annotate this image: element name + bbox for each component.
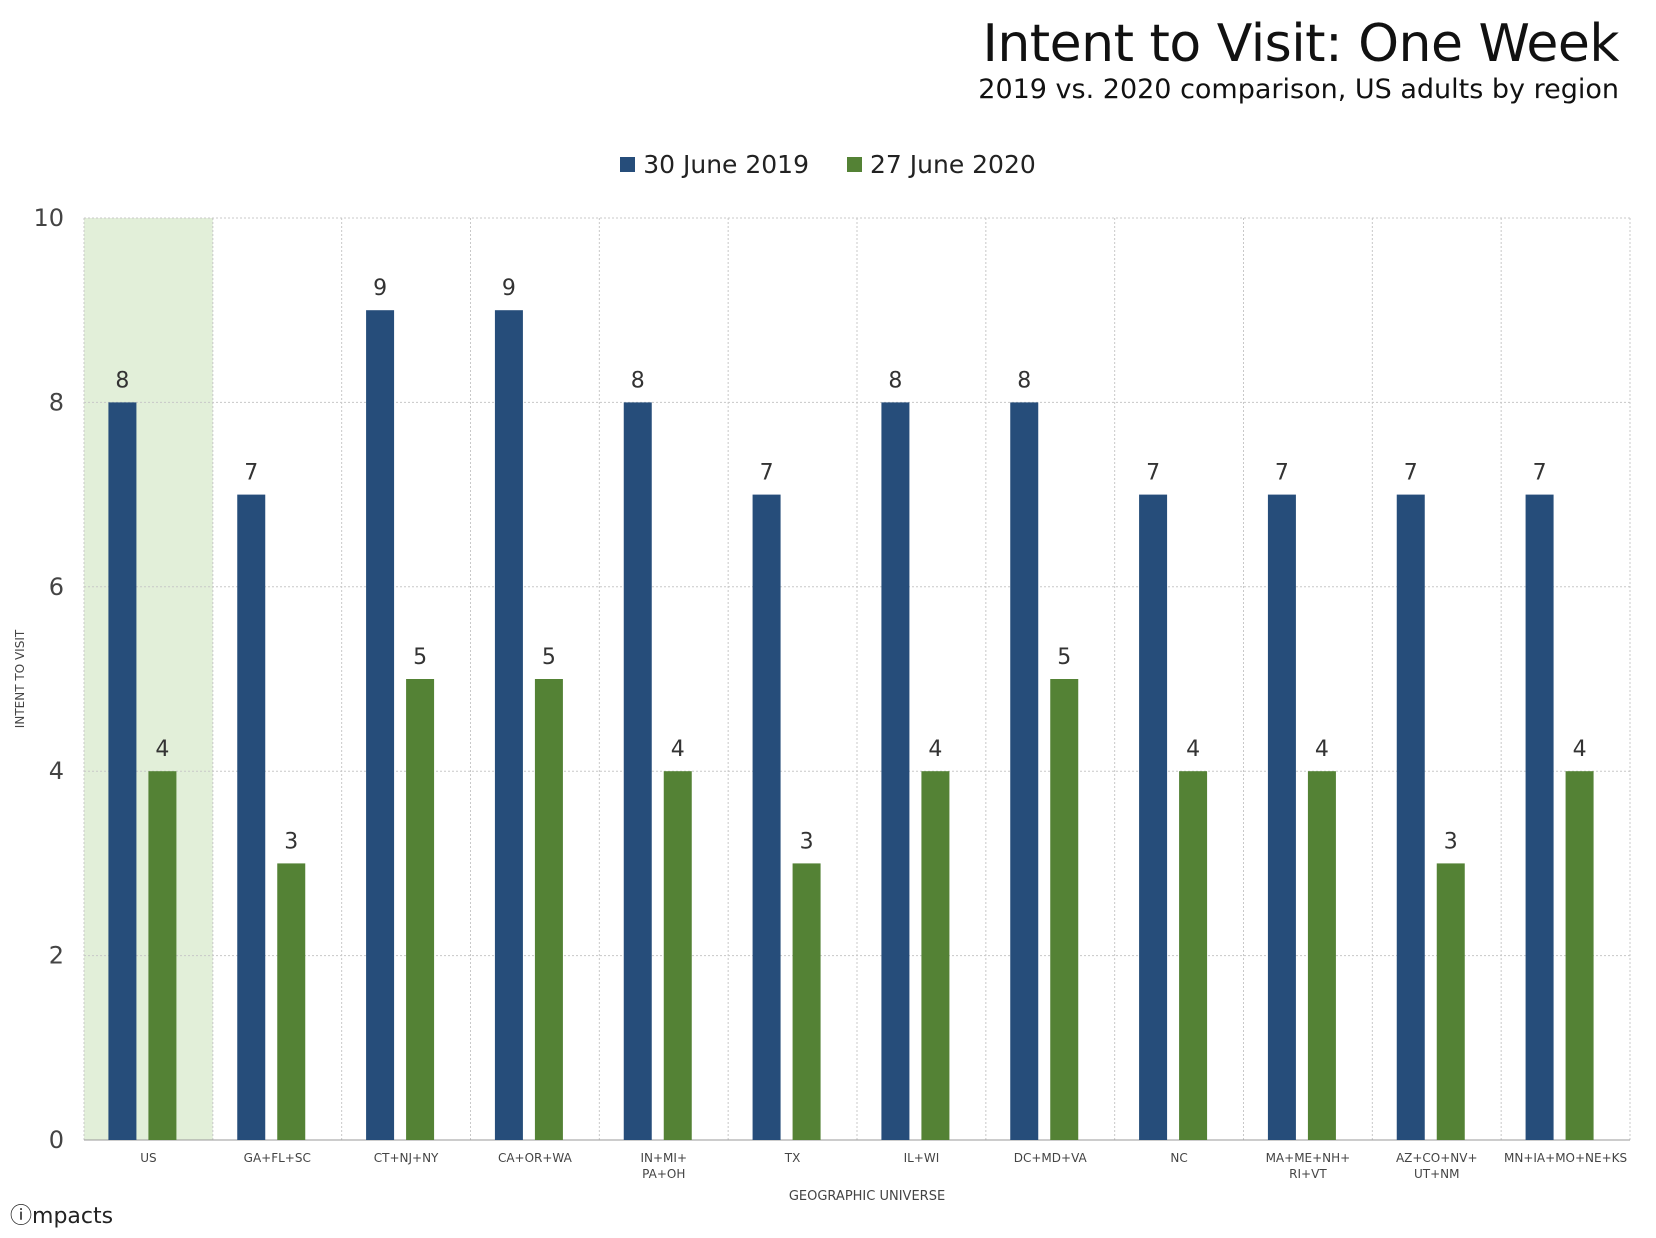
x-tick-label: AZ+CO+NV+	[1396, 1151, 1478, 1165]
data-label: 7	[1533, 461, 1547, 486]
bar	[1396, 494, 1425, 1141]
x-tick-label: US	[140, 1151, 156, 1165]
data-label: 4	[928, 737, 942, 762]
data-label: 4	[155, 737, 169, 762]
data-label: 7	[1275, 461, 1289, 486]
x-tick-label: UT+NM	[1414, 1167, 1460, 1181]
y-tick-label: 4	[49, 757, 64, 785]
data-label: 3	[1444, 829, 1458, 854]
y-tick-label: 10	[33, 204, 64, 232]
x-tick-label: PA+OH	[642, 1167, 685, 1181]
bar	[881, 402, 910, 1140]
x-tick-label: MN+IA+MO+NE+KS	[1504, 1151, 1627, 1165]
data-label: 4	[1315, 737, 1329, 762]
legend-item-2020: 27 June 2020	[847, 150, 1036, 179]
x-tick-label: MA+ME+NH+	[1266, 1151, 1351, 1165]
brand-logo: ⓘmpacts	[10, 1198, 113, 1230]
data-label: 9	[502, 276, 516, 301]
bar	[494, 310, 523, 1140]
bar	[1525, 494, 1554, 1141]
legend-label-2020: 27 June 2020	[870, 150, 1036, 179]
data-label: 3	[800, 829, 814, 854]
bar	[366, 310, 395, 1140]
bar	[752, 494, 781, 1141]
x-tick-label: DC+MD+VA	[1014, 1151, 1088, 1165]
legend: 30 June 2019 27 June 2020	[0, 150, 1656, 179]
y-tick-label: 8	[49, 388, 64, 416]
x-tick-label: RI+VT	[1289, 1167, 1327, 1181]
data-label: 7	[244, 461, 258, 486]
data-label: 3	[284, 829, 298, 854]
data-label: 4	[1186, 737, 1200, 762]
data-label: 5	[542, 645, 556, 670]
legend-item-2019: 30 June 2019	[620, 150, 809, 179]
x-tick-label: GA+FL+SC	[244, 1151, 311, 1165]
x-tick-label: IL+WI	[904, 1151, 940, 1165]
data-label: 4	[671, 737, 685, 762]
bar	[148, 771, 177, 1140]
legend-swatch-2019	[620, 157, 636, 172]
bar	[1307, 771, 1336, 1140]
legend-swatch-2020	[847, 157, 862, 172]
bar	[277, 863, 306, 1140]
x-axis-title: GEOGRAPHIC UNIVERSE	[789, 1189, 945, 1204]
bar	[406, 679, 435, 1140]
y-tick-label: 0	[49, 1126, 64, 1154]
x-tick-label: IN+MI+	[640, 1151, 687, 1165]
chart-subtitle: 2019 vs. 2020 comparison, US adults by r…	[978, 74, 1619, 105]
data-label: 8	[115, 368, 129, 393]
bar	[1010, 402, 1039, 1140]
bar	[1050, 679, 1079, 1140]
data-label: 9	[373, 276, 387, 301]
bar	[1139, 494, 1168, 1141]
i-circle-icon: ⓘ	[10, 1204, 33, 1229]
highlight-band	[84, 218, 213, 1140]
data-label: 8	[888, 368, 902, 393]
y-tick-label: 2	[49, 942, 64, 970]
data-label: 8	[1017, 368, 1031, 393]
x-tick-label: TX	[784, 1151, 801, 1165]
data-label: 4	[1573, 737, 1587, 762]
bar	[534, 679, 563, 1140]
legend-label-2019: 30 June 2019	[643, 150, 809, 179]
x-tick-label: NC	[1170, 1151, 1187, 1165]
bar	[792, 863, 821, 1140]
bar	[663, 771, 692, 1140]
data-label: 5	[1057, 645, 1071, 670]
bar	[1565, 771, 1594, 1140]
bar	[237, 494, 266, 1141]
data-label: 5	[413, 645, 427, 670]
bar	[1436, 863, 1465, 1140]
x-tick-label: CT+NJ+NY	[374, 1151, 439, 1165]
chart-title: Intent to Visit: One Week	[982, 14, 1619, 74]
y-axis-title: INTENT TO VISIT	[13, 629, 27, 728]
bar	[921, 771, 950, 1140]
bar	[108, 402, 137, 1140]
data-label: 8	[631, 368, 645, 393]
bar	[1267, 494, 1296, 1141]
bar	[1179, 771, 1208, 1140]
x-tick-label: CA+OR+WA	[498, 1151, 573, 1165]
y-tick-label: 6	[49, 573, 64, 601]
bar	[623, 402, 652, 1140]
data-label: 7	[760, 461, 774, 486]
data-label: 7	[1146, 461, 1160, 486]
data-label: 7	[1404, 461, 1418, 486]
brand-text: mpacts	[32, 1204, 114, 1229]
